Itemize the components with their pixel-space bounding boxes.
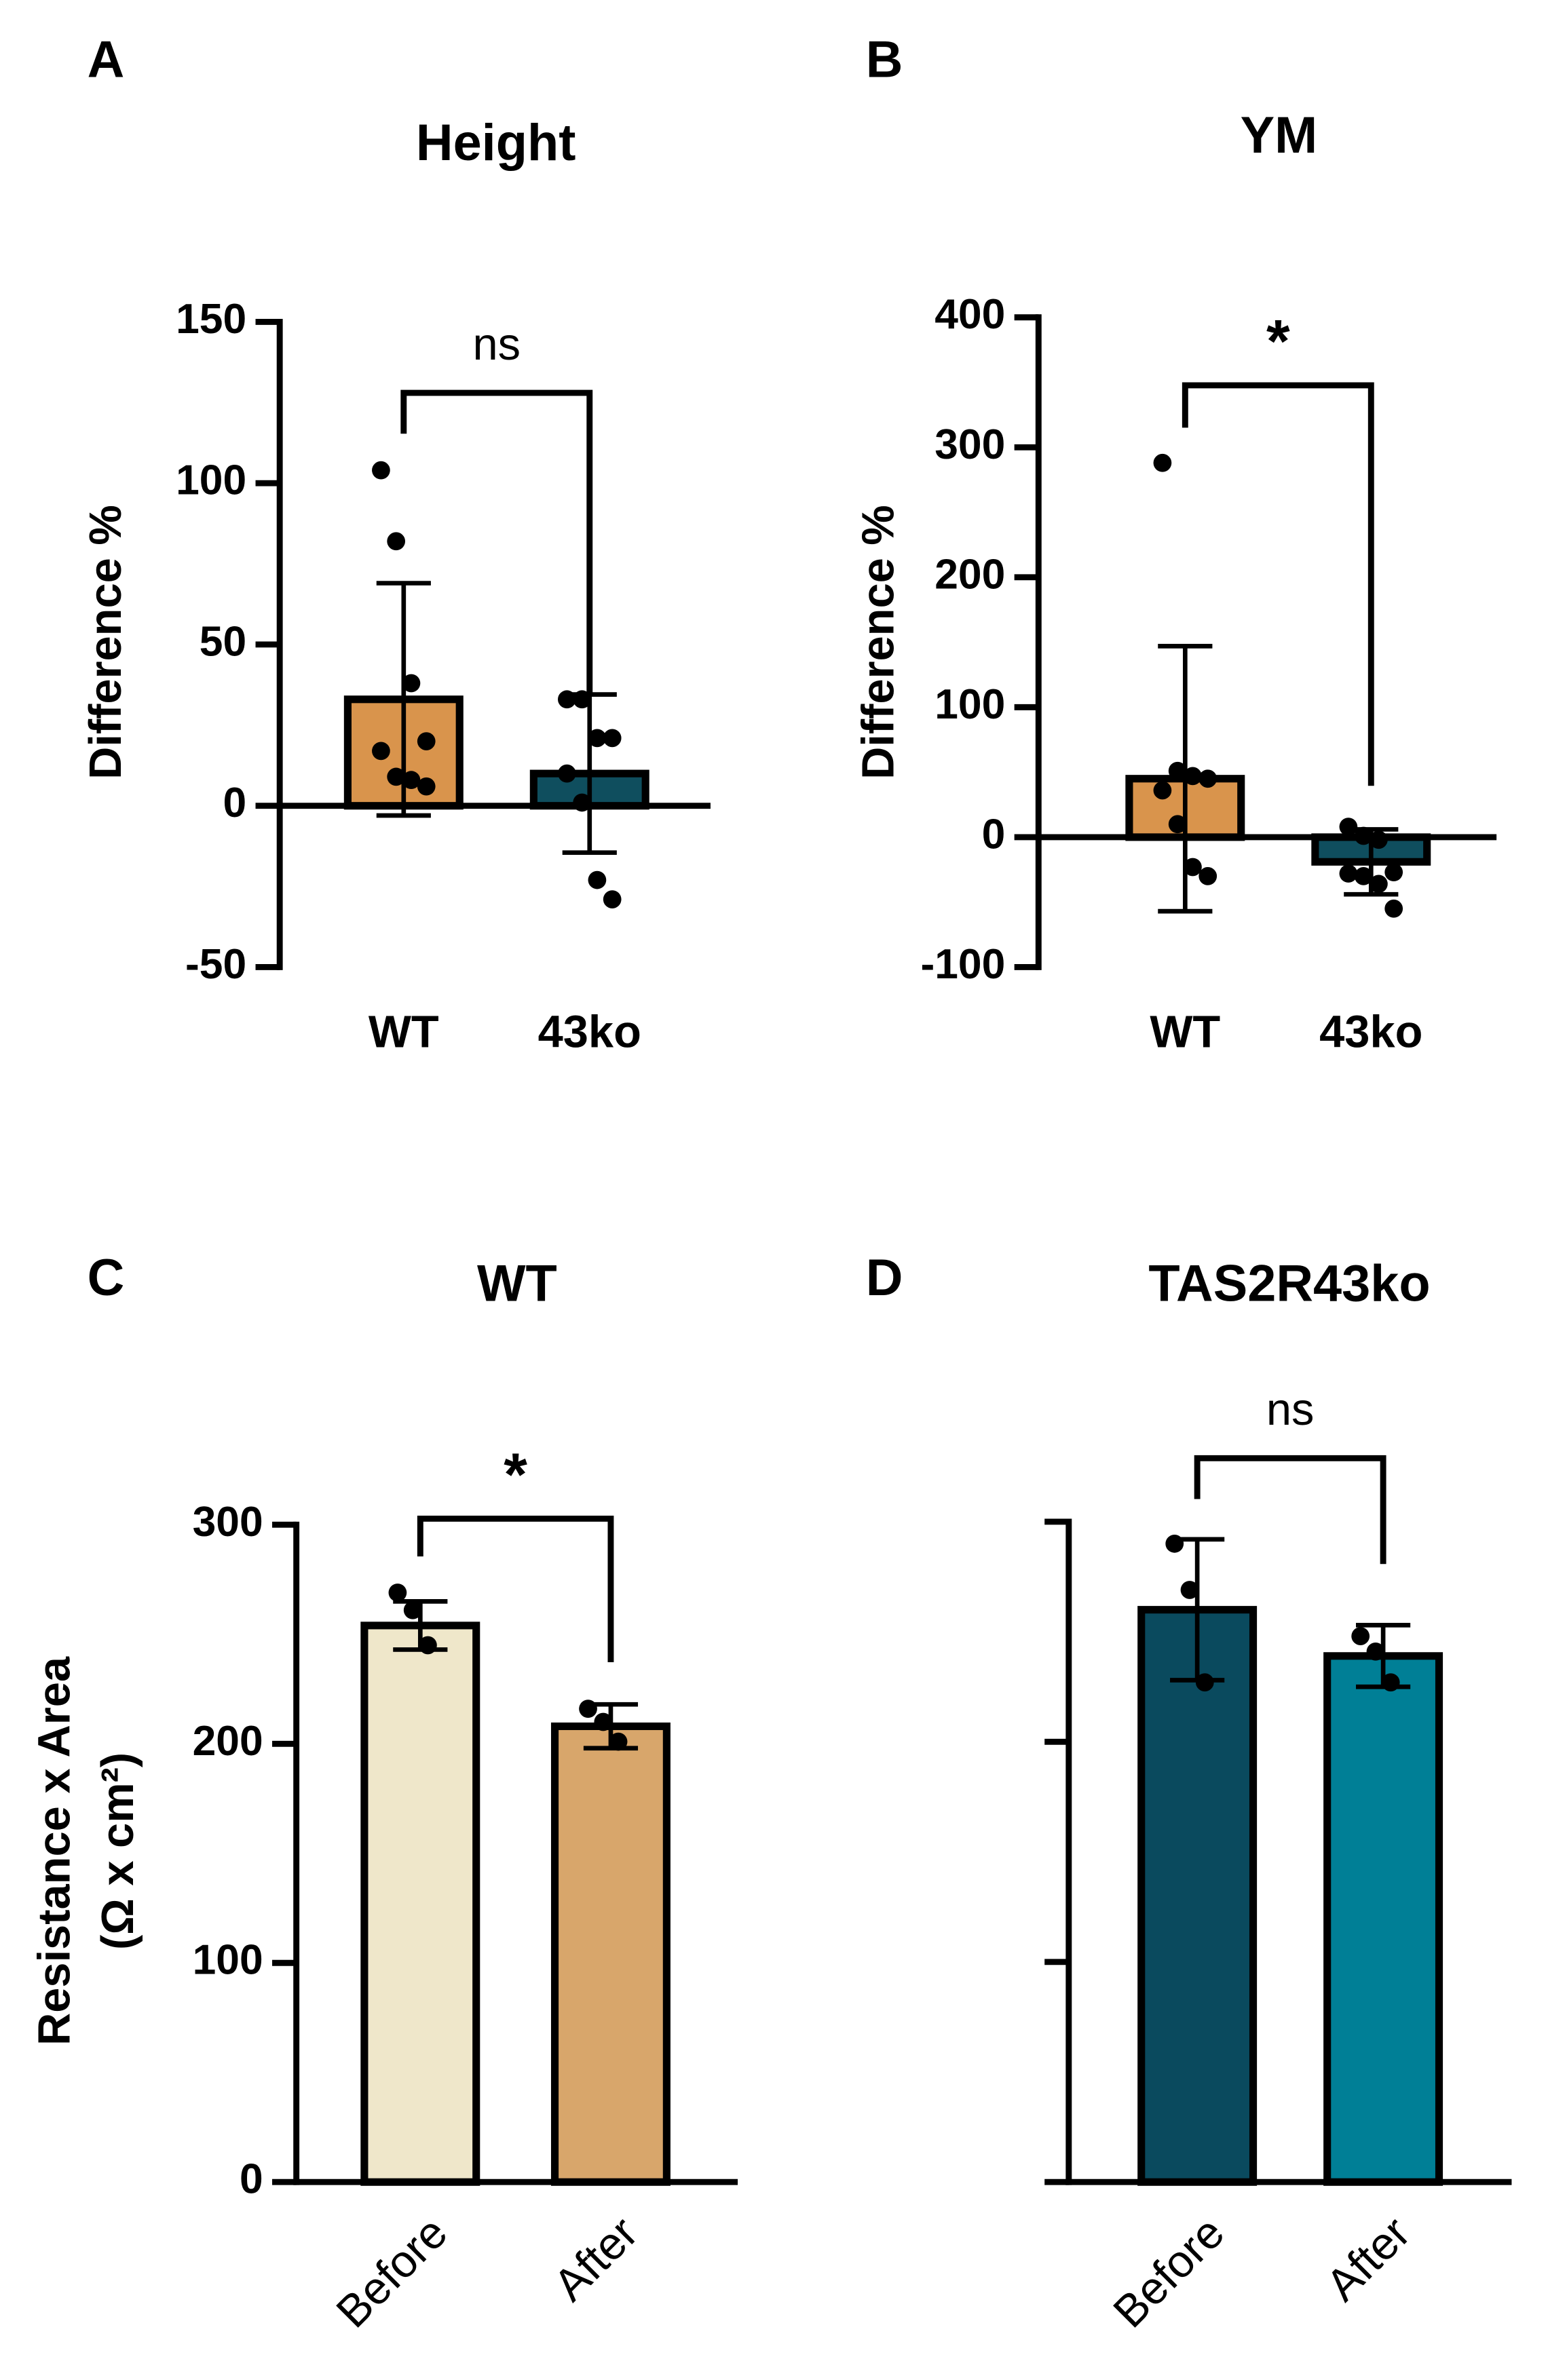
data-point bbox=[1366, 1642, 1385, 1661]
data-point bbox=[1384, 863, 1403, 882]
data-point bbox=[1351, 1627, 1370, 1645]
data-point bbox=[1354, 867, 1373, 885]
chart-title: YM bbox=[1241, 107, 1318, 164]
y-axis-label: Difference % bbox=[853, 505, 903, 780]
data-point bbox=[1184, 858, 1202, 877]
y-tick-label: 100 bbox=[193, 1937, 263, 1984]
data-point bbox=[1153, 781, 1172, 800]
y-tick-label: 100 bbox=[935, 681, 1005, 728]
bar bbox=[1137, 1606, 1258, 2186]
data-point bbox=[1339, 818, 1358, 836]
y-tick-label: 200 bbox=[935, 551, 1005, 598]
data-point bbox=[1384, 899, 1403, 918]
bar bbox=[550, 1722, 671, 2186]
x-tick-label: Before bbox=[327, 2208, 457, 2337]
data-point bbox=[372, 461, 390, 480]
significance-label: ns bbox=[473, 320, 521, 370]
significance-label: * bbox=[1266, 307, 1290, 375]
x-tick-label: WT bbox=[1150, 1007, 1220, 1057]
y-tick-label: 150 bbox=[176, 296, 246, 343]
significance-label: * bbox=[504, 1440, 527, 1508]
data-point bbox=[1198, 769, 1217, 788]
data-point bbox=[603, 729, 622, 748]
bar bbox=[360, 1621, 480, 2186]
significance-label: ns bbox=[1266, 1385, 1315, 1435]
significance-bracket bbox=[417, 1515, 614, 1663]
data-point bbox=[402, 771, 421, 790]
data-point bbox=[609, 1732, 628, 1751]
chart-title: WT bbox=[477, 1255, 557, 1313]
x-tick-label: Before bbox=[1104, 2208, 1234, 2337]
data-point bbox=[1168, 761, 1187, 780]
chart-title: Height bbox=[416, 114, 576, 172]
data-point bbox=[388, 1584, 407, 1602]
data-point bbox=[419, 1636, 437, 1655]
y-tick-label: 300 bbox=[193, 1499, 263, 1546]
data-point bbox=[1165, 1534, 1184, 1553]
bar bbox=[1323, 1652, 1443, 2186]
y-axis-label: Difference % bbox=[81, 505, 131, 780]
data-point bbox=[1339, 864, 1358, 883]
y-tick-label: -100 bbox=[920, 941, 1005, 988]
panel-letter: A bbox=[88, 31, 125, 89]
data-point bbox=[1370, 875, 1388, 894]
data-point bbox=[588, 729, 607, 748]
data-point bbox=[1153, 453, 1172, 472]
significance-bracket bbox=[400, 389, 593, 695]
significance-bracket bbox=[1194, 1455, 1386, 1565]
data-point bbox=[403, 1600, 422, 1619]
data-point bbox=[1184, 767, 1202, 786]
y-tick-label: 400 bbox=[935, 291, 1005, 338]
data-point bbox=[1180, 1581, 1199, 1599]
x-tick-label: 43ko bbox=[1319, 1007, 1422, 1057]
data-point bbox=[387, 532, 406, 551]
chart-title: TAS2R43ko bbox=[1148, 1255, 1430, 1313]
data-point bbox=[1198, 867, 1217, 885]
y-tick-label: 50 bbox=[200, 618, 246, 665]
y-axis-label: (Ω x cm²) bbox=[93, 1752, 143, 1950]
panel-letter: C bbox=[88, 1249, 125, 1307]
significance-bracket bbox=[1182, 382, 1374, 786]
data-point bbox=[557, 764, 576, 783]
y-tick-label: 0 bbox=[982, 811, 1006, 858]
data-point bbox=[557, 690, 576, 709]
data-point bbox=[402, 674, 421, 693]
x-tick-label: WT bbox=[369, 1007, 439, 1057]
data-point bbox=[417, 732, 436, 750]
data-point bbox=[594, 1712, 613, 1731]
data-point bbox=[417, 777, 436, 796]
data-point bbox=[1195, 1673, 1214, 1692]
data-point bbox=[387, 767, 406, 786]
data-point bbox=[372, 742, 390, 761]
y-axis-label: Resistance x Area bbox=[29, 1656, 79, 2046]
y-tick-label: 100 bbox=[176, 457, 246, 504]
data-point bbox=[1168, 815, 1187, 834]
y-tick-label: 0 bbox=[223, 780, 246, 826]
data-point bbox=[1381, 1673, 1400, 1692]
y-tick-label: 0 bbox=[240, 2156, 263, 2203]
x-tick-label: After bbox=[544, 2208, 647, 2311]
x-tick-label: 43ko bbox=[538, 1007, 641, 1057]
y-tick-label: -50 bbox=[185, 941, 246, 988]
data-point bbox=[579, 1700, 597, 1718]
data-point bbox=[588, 870, 607, 889]
x-tick-label: After bbox=[1317, 2208, 1420, 2311]
y-tick-label: 300 bbox=[935, 421, 1005, 468]
panel-letter: B bbox=[866, 31, 903, 89]
data-point bbox=[573, 793, 591, 812]
y-tick-label: 200 bbox=[193, 1718, 263, 1765]
panel-letter: D bbox=[866, 1249, 903, 1307]
data-point bbox=[603, 890, 622, 908]
